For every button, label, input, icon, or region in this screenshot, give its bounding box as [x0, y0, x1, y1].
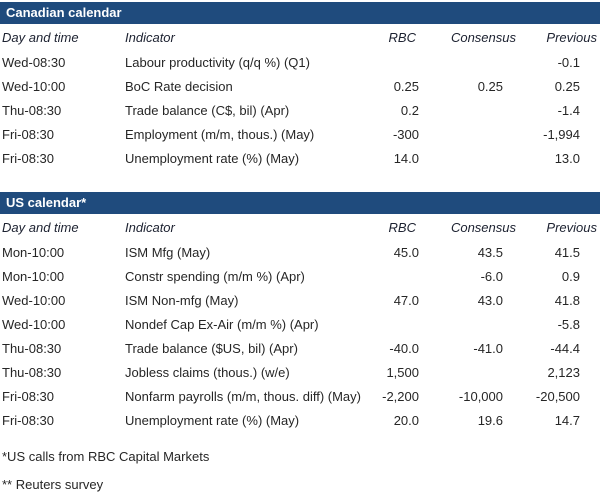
column-header-indicator: Indicator — [125, 219, 175, 235]
consensus-value-cell — [420, 360, 518, 384]
rbc-value-cell: 45.0 — [393, 244, 419, 260]
footnote-reuters-survey: ** Reuters survey — [2, 477, 104, 492]
column-header-row: Day and time Indicator RBC Consensus Pre… — [0, 24, 600, 50]
day-time-cell: Mon-10:00 — [2, 244, 65, 260]
table-row: Thu-08:30 Jobless claims (thous.) (w/e) … — [0, 360, 600, 384]
canadian-calendar-table: Day and time Indicator RBC Consensus Pre… — [0, 24, 600, 170]
consensus-value-cell: -6.0 — [480, 268, 503, 284]
previous-value-cell: 2,123 — [547, 364, 580, 380]
column-header-day-time: Day and time — [2, 29, 79, 45]
day-time-cell: Mon-10:00 — [2, 268, 65, 284]
indicator-cell: Trade balance ($US, bil) (Apr) — [125, 340, 298, 356]
day-time-cell: Wed-10:00 — [2, 78, 66, 94]
consensus-value-cell — [420, 50, 518, 74]
indicator-cell: Nondef Cap Ex-Air (m/m %) (Apr) — [125, 316, 319, 332]
previous-value-cell: 14.7 — [554, 412, 580, 428]
table-row: Fri-08:30 Unemployment rate (%) (May) 20… — [0, 408, 600, 432]
indicator-cell: Nonfarm payrolls (m/m, thous. diff) (May… — [125, 388, 361, 404]
consensus-value-cell: 19.6 — [477, 412, 503, 428]
consensus-value-cell: 43.0 — [477, 292, 503, 308]
consensus-value-cell — [420, 98, 518, 122]
table-row: Thu-08:30 Trade balance ($US, bil) (Apr)… — [0, 336, 600, 360]
table-row: Thu-08:30 Trade balance (C$, bil) (Apr) … — [0, 98, 600, 122]
previous-value-cell: 41.8 — [554, 292, 580, 308]
previous-value-cell: 0.25 — [554, 78, 580, 94]
indicator-cell: BoC Rate decision — [125, 78, 233, 94]
previous-value-cell: 41.5 — [554, 244, 580, 260]
table-row: Fri-08:30 Unemployment rate (%) (May) 14… — [0, 146, 600, 170]
day-time-cell: Fri-08:30 — [2, 126, 55, 142]
table-row: Wed-10:00 Nondef Cap Ex-Air (m/m %) (Apr… — [0, 312, 600, 336]
table-row: Wed-10:00 ISM Non-mfg (May) 47.0 43.0 41… — [0, 288, 600, 312]
day-time-cell: Thu-08:30 — [2, 102, 62, 118]
day-time-cell: Wed-10:00 — [2, 316, 66, 332]
table-row: Wed-08:30 Labour productivity (q/q %) (Q… — [0, 50, 600, 74]
previous-value-cell: -0.1 — [557, 54, 580, 70]
indicator-cell: ISM Mfg (May) — [125, 244, 211, 260]
column-header-consensus: Consensus — [450, 219, 516, 235]
day-time-cell: Fri-08:30 — [2, 412, 55, 428]
previous-value-cell: -1.4 — [557, 102, 580, 118]
consensus-value-cell: -41.0 — [473, 340, 503, 356]
previous-value-cell: -5.8 — [557, 316, 580, 332]
rbc-value-cell — [375, 312, 420, 336]
rbc-value-cell: 0.2 — [400, 102, 419, 118]
day-time-cell: Fri-08:30 — [2, 150, 55, 166]
rbc-value-cell: -40.0 — [389, 340, 419, 356]
column-header-indicator: Indicator — [125, 29, 175, 45]
column-header-previous: Previous — [546, 219, 597, 235]
previous-value-cell: -20,500 — [535, 388, 580, 404]
rbc-value-cell — [375, 50, 420, 74]
day-time-cell: Wed-08:30 — [2, 54, 66, 70]
consensus-value-cell — [420, 122, 518, 146]
indicator-cell: Unemployment rate (%) (May) — [125, 150, 300, 166]
column-header-consensus: Consensus — [450, 29, 516, 45]
rbc-value-cell: -2,200 — [382, 388, 419, 404]
table-row: Wed-10:00 BoC Rate decision 0.25 0.25 0.… — [0, 74, 600, 98]
consensus-value-cell: -10,000 — [458, 388, 503, 404]
previous-value-cell: 13.0 — [554, 150, 580, 166]
indicator-cell: Trade balance (C$, bil) (Apr) — [125, 102, 290, 118]
rbc-value-cell: 1,500 — [386, 364, 419, 380]
table-row: Mon-10:00 ISM Mfg (May) 45.0 43.5 41.5 — [0, 240, 600, 264]
rbc-value-cell: 0.25 — [393, 78, 419, 94]
rbc-value-cell — [375, 264, 420, 288]
day-time-cell: Wed-10:00 — [2, 292, 66, 308]
column-header-previous: Previous — [546, 29, 597, 45]
rbc-value-cell: 47.0 — [393, 292, 419, 308]
section-title-canadian-calendar: Canadian calendar — [0, 2, 600, 24]
consensus-value-cell — [420, 146, 518, 170]
previous-value-cell: 0.9 — [561, 268, 580, 284]
rbc-value-cell: 20.0 — [393, 412, 419, 428]
table-row: Mon-10:00 Constr spending (m/m %) (Apr) … — [0, 264, 600, 288]
day-time-cell: Thu-08:30 — [2, 364, 62, 380]
indicator-cell: Employment (m/m, thous.) (May) — [125, 126, 315, 142]
consensus-value-cell: 43.5 — [477, 244, 503, 260]
column-header-day-time: Day and time — [2, 219, 79, 235]
rbc-value-cell: -300 — [392, 126, 419, 142]
indicator-cell: Labour productivity (q/q %) (Q1) — [125, 54, 310, 70]
consensus-value-cell — [420, 312, 518, 336]
indicator-cell: Jobless claims (thous.) (w/e) — [125, 364, 290, 380]
indicator-cell: Unemployment rate (%) (May) — [125, 412, 300, 428]
section-title-us-calendar: US calendar* — [0, 192, 600, 214]
column-header-row: Day and time Indicator RBC Consensus Pre… — [0, 214, 600, 240]
indicator-cell: Constr spending (m/m %) (Apr) — [125, 268, 305, 284]
previous-value-cell: -44.4 — [550, 340, 580, 356]
footnote-us-calls: *US calls from RBC Capital Markets — [2, 449, 210, 464]
consensus-value-cell: 0.25 — [477, 78, 503, 94]
us-calendar-table: Day and time Indicator RBC Consensus Pre… — [0, 214, 600, 432]
column-header-rbc: RBC — [388, 29, 416, 45]
indicator-cell: ISM Non-mfg (May) — [125, 292, 239, 308]
day-time-cell: Fri-08:30 — [2, 388, 55, 404]
rbc-value-cell: 14.0 — [393, 150, 419, 166]
table-row: Fri-08:30 Nonfarm payrolls (m/m, thous. … — [0, 384, 600, 408]
previous-value-cell: -1,994 — [543, 126, 580, 142]
column-header-rbc: RBC — [388, 219, 416, 235]
day-time-cell: Thu-08:30 — [2, 340, 62, 356]
table-row: Fri-08:30 Employment (m/m, thous.) (May)… — [0, 122, 600, 146]
footnotes: *US calls from RBC Capital Markets ** Re… — [0, 447, 600, 503]
